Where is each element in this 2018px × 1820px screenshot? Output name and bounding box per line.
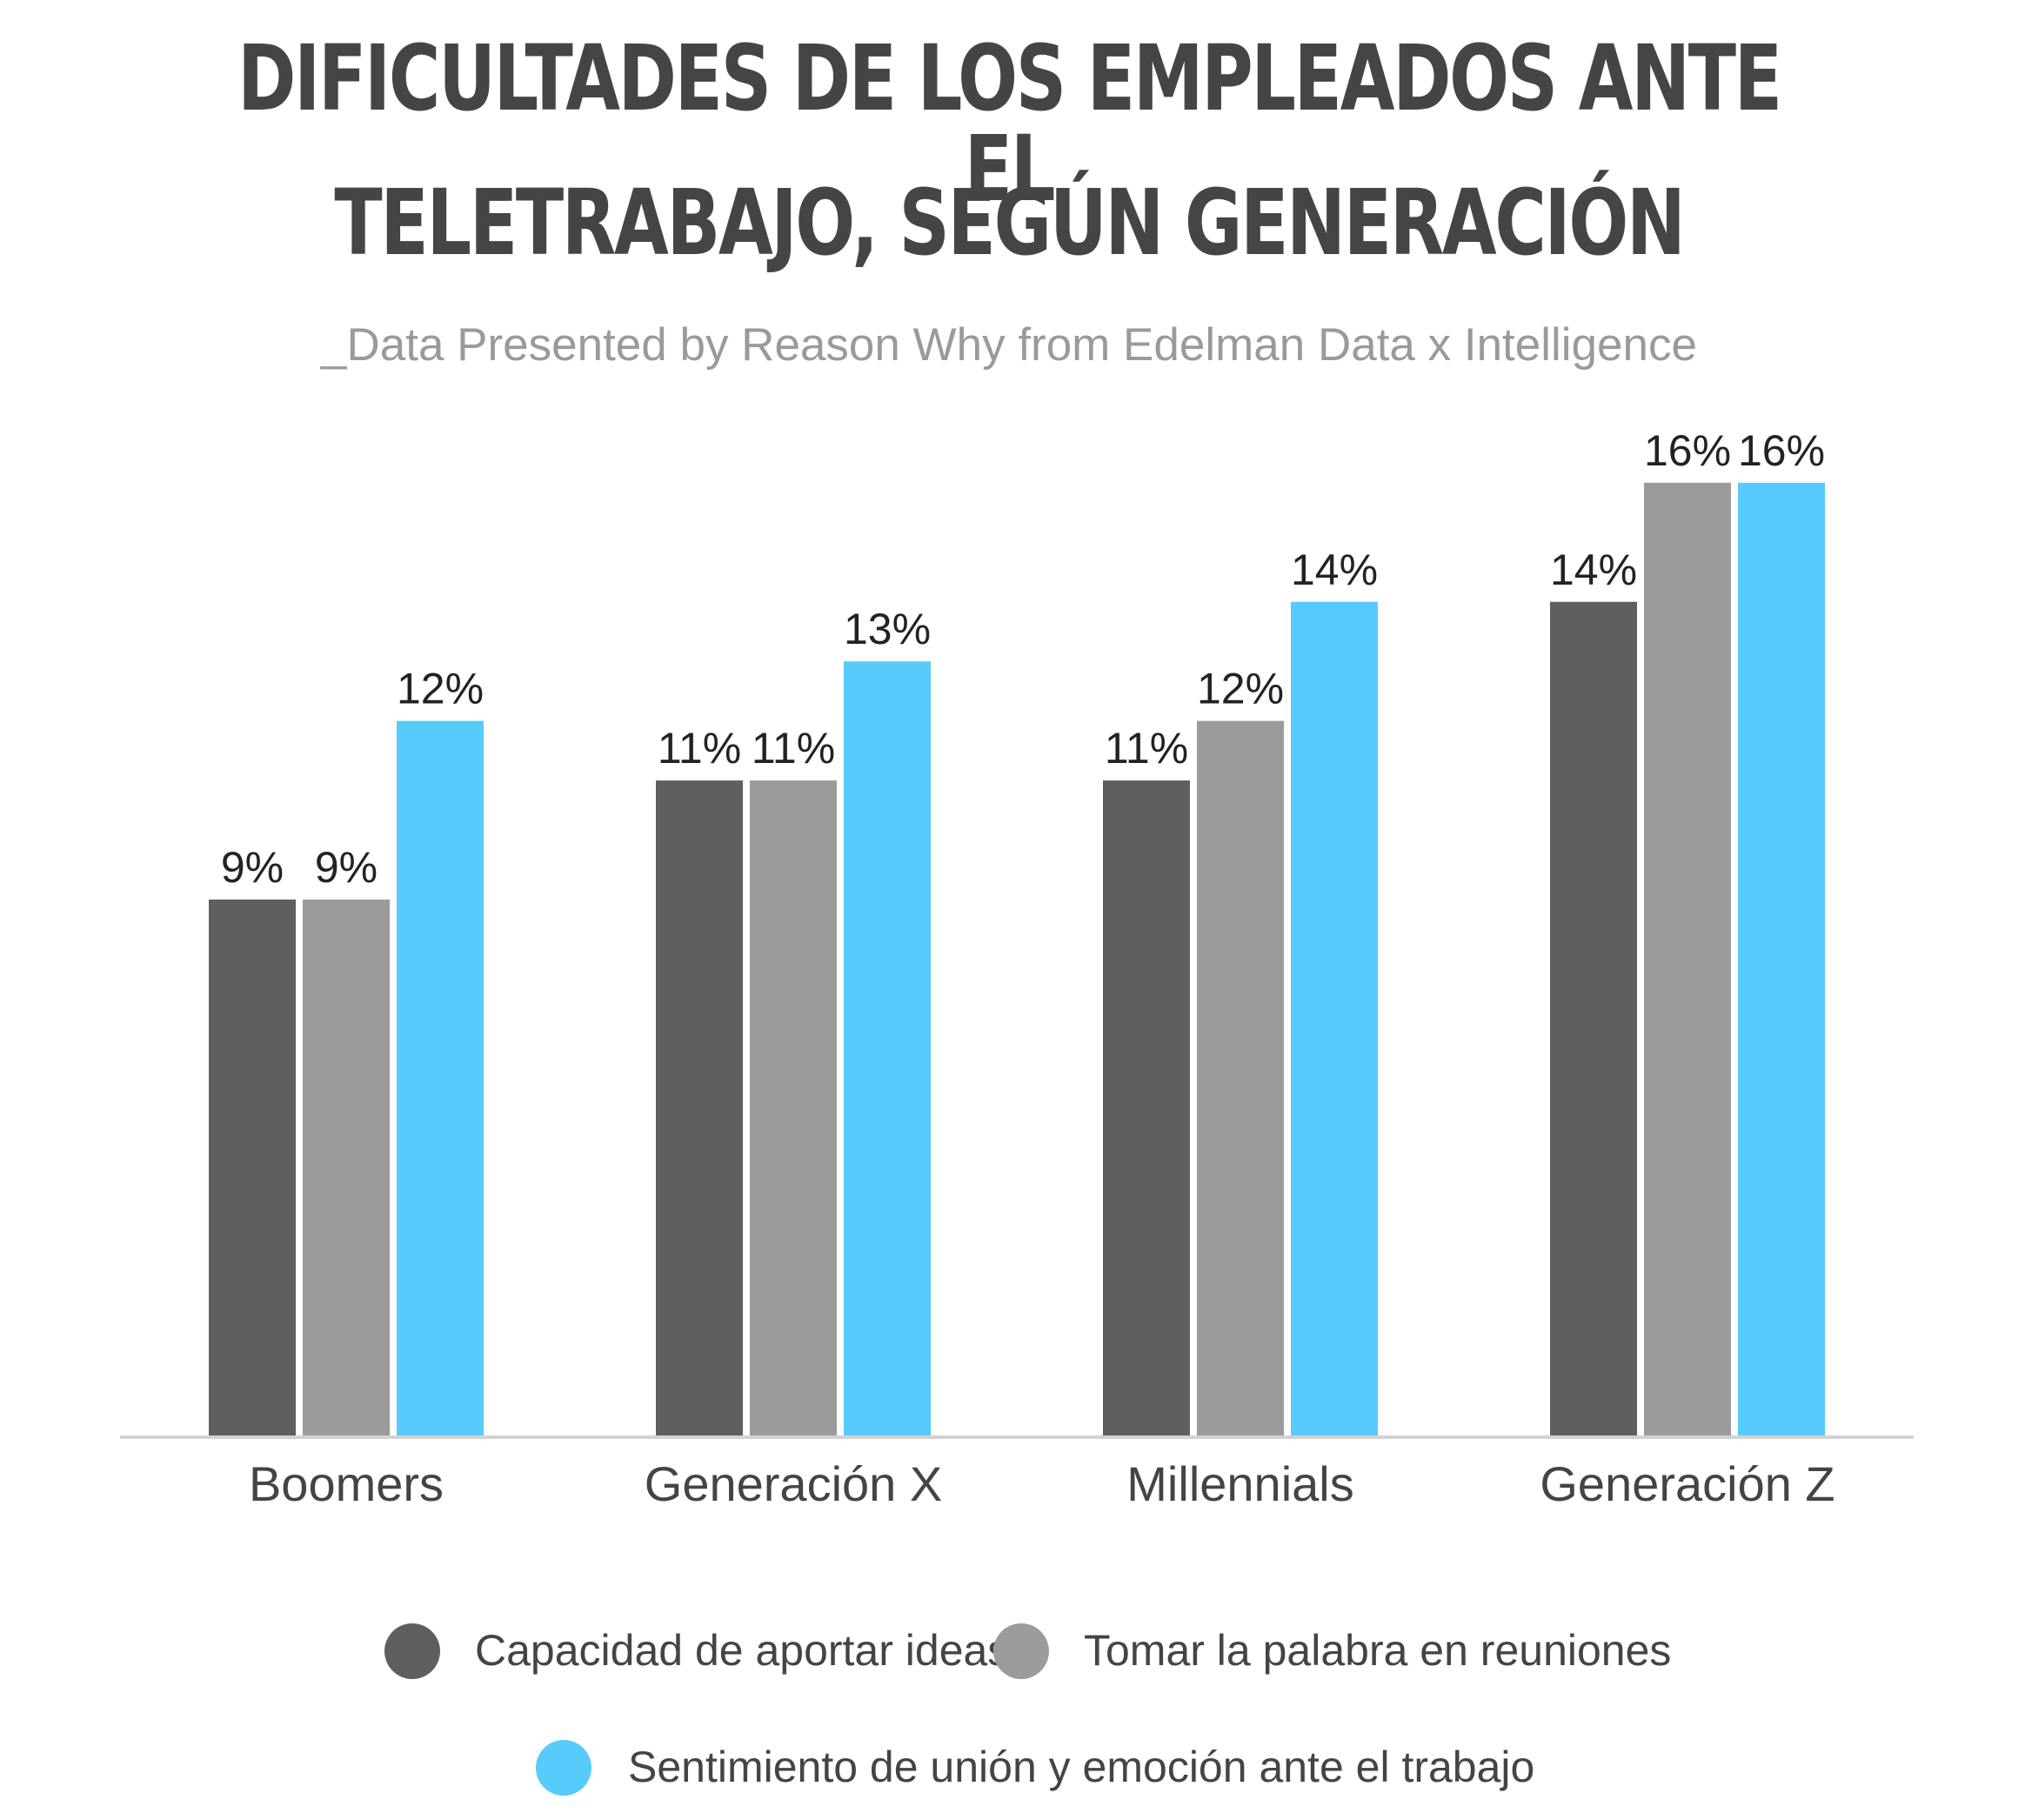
bar-2-2 [750,780,837,1435]
data-label-1-3: 11% [1105,724,1188,773]
legend-swatch-series-1 [384,1623,440,1679]
bar-1-2 [656,780,743,1435]
bar-3-1 [397,720,484,1435]
chart-title-line-1: DIFICULTADES DE LOS EMPLEADOS ANTE EL [237,25,1782,222]
x-tick-label-3: Millennials [1126,1456,1353,1511]
data-label-3-2: 13% [844,605,931,653]
bar-2-4 [1644,482,1731,1435]
data-label-2-1: 9% [315,843,378,892]
data-label-1-4: 14% [1550,545,1637,594]
bar-3-4 [1738,482,1825,1435]
data-label-3-4: 16% [1738,426,1825,475]
legend-swatch-series-3 [536,1740,591,1796]
bar-2-3 [1197,720,1284,1435]
chart-subtitle: _Data Presented by Reason Why from Edelm… [321,319,1697,371]
bar-3-3 [1291,601,1378,1435]
data-label-3-1: 12% [397,665,484,713]
data-label-3-3: 14% [1291,545,1378,594]
legend-label-series-1: Capacidad de aportar ideas [475,1626,1010,1675]
x-tick-label-4: Generación Z [1540,1456,1834,1511]
legend-swatch-series-2 [993,1623,1049,1679]
bar-2-1 [303,900,390,1435]
bar-1-1 [209,900,296,1435]
chart-title-line-2: TELETRABAJO, SEGÚN GENERACIÓN [334,170,1685,276]
bar-1-3 [1103,780,1190,1435]
bar-1-4 [1550,601,1637,1435]
data-label-1-2: 11% [658,724,741,773]
legend-label-series-3: Sentimiento de unión y emoción ante el t… [628,1743,1535,1791]
data-label-2-4: 16% [1644,426,1731,475]
data-label-1-1: 9% [221,843,284,892]
x-tick-label-2: Generación X [645,1456,942,1511]
bar-3-2 [844,661,931,1435]
data-label-2-3: 12% [1197,665,1284,713]
data-label-2-2: 11% [752,724,835,773]
x-tick-label-1: Boomers [249,1456,444,1511]
legend-label-series-2: Tomar la palabra en reuniones [1084,1626,1672,1675]
